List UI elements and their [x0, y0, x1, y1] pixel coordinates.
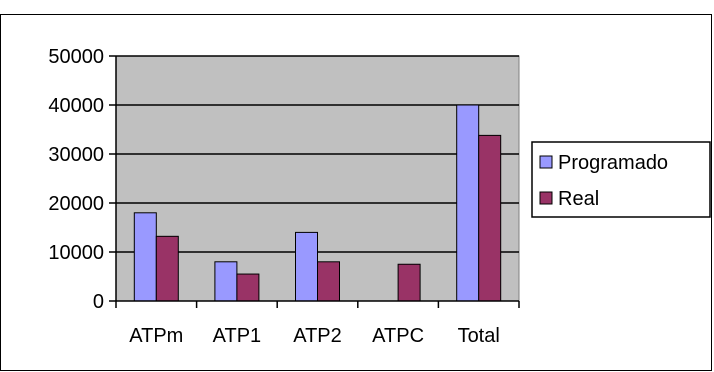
- x-tick-label: Total: [458, 325, 500, 347]
- legend-box: [531, 141, 711, 218]
- y-tick-label: 50000: [48, 46, 104, 68]
- legend-label-programado: Programado: [558, 152, 668, 174]
- bar-programado-atpm: [133, 212, 157, 302]
- x-tick-label: ATP2: [293, 325, 342, 347]
- legend-swatch-programado: [539, 155, 553, 169]
- y-tick-label: 0: [93, 291, 104, 313]
- x-tick-label: ATP1: [213, 325, 262, 347]
- bar-real-total: [478, 134, 502, 302]
- bar-programado-total: [456, 104, 480, 302]
- x-tick-label: ATPC: [372, 325, 424, 347]
- gridlines: [116, 55, 519, 253]
- legend-label-real: Real: [558, 188, 599, 210]
- y-tick-label: 10000: [48, 242, 104, 264]
- y-tick-labels: 0 10000 20000 30000 40000 50000: [48, 46, 104, 313]
- bar-programado-atp1: [214, 261, 238, 302]
- x-tick-label: ATPm: [129, 325, 183, 347]
- axes: [109, 55, 520, 308]
- bar-real-atp2: [317, 261, 340, 302]
- bar-real-atpm: [155, 235, 179, 302]
- bars: [133, 104, 502, 302]
- bar-real-atp1: [236, 273, 260, 302]
- bar-programado-atp2: [295, 231, 318, 302]
- legend-swatch-real: [539, 191, 553, 205]
- x-tick-labels: ATPm ATP1 ATP2 ATPC Total: [129, 325, 500, 347]
- y-tick-label: 30000: [48, 144, 104, 166]
- y-tick-label: 40000: [48, 95, 104, 117]
- legend: Programado Real: [531, 141, 711, 218]
- y-tick-label: 20000: [48, 193, 104, 215]
- bar-real-atpc: [397, 263, 421, 302]
